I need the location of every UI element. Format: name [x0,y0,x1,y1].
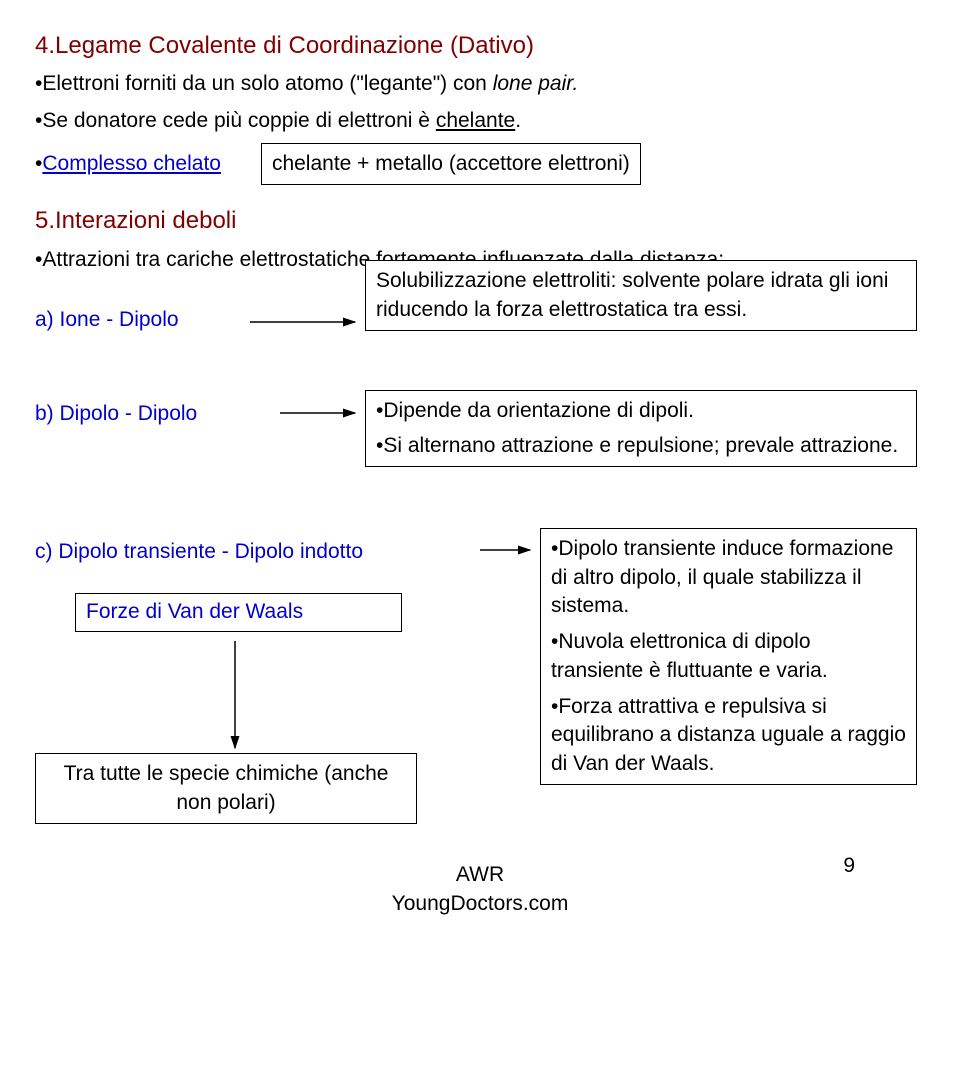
species-box: Tra tutte le specie chimiche (anche non … [35,753,417,824]
page-container: 4.Legame Covalente di Coordinazione (Dat… [35,30,925,908]
s5-b-box-l1: Dipende da orientazione di dipoli. [383,399,694,422]
s4-box1: chelante + metallo (accettore elettroni) [261,143,641,185]
s4-complesso: Complesso chelato [42,152,221,175]
s4b2-text: Se donatore cede più coppie di elettroni… [42,109,435,132]
section5-title: 5.Interazioni deboli [35,205,925,237]
s5-row-a: a) Ione - Dipolo Solubilizzazione elettr… [35,282,925,392]
section4-row3: •Complesso chelato chelante + metallo (a… [35,143,925,185]
s5-c-label: c) Dipolo transiente - Dipolo indotto [35,538,363,566]
page-number: 9 [843,852,855,880]
s5-a-label: a) Ione - Dipolo [35,282,265,334]
s4b2-chelante: chelante [436,109,515,132]
s5-b-box-l2: Si alternano attrazione e repulsione; pr… [383,434,898,457]
s5-b-label: b) Dipolo - Dipolo [35,400,265,428]
s5-a-box: Solubilizzazione elettroliti: solvente p… [365,260,917,331]
s5-row-b: b) Dipolo - Dipolo •Dipende da orientazi… [35,400,925,530]
vdw-box: Forze di Van der Waals [75,593,402,631]
section4-bullet1: •Elettroni forniti da un solo atomo ("le… [35,70,925,98]
s4b2-dot: . [515,109,521,132]
footer-l1: AWR [456,863,504,886]
arrow-vdw-icon [215,636,255,766]
s5-c-box-l1: Dipolo transiente induce formazione di a… [551,537,893,617]
s5-c-box: •Dipolo transiente induce formazione di … [540,528,917,785]
s4b1-italic: lone pair. [493,72,579,95]
s5-c-box-l3: Forza attrattiva e repulsiva si equilibr… [551,695,906,775]
s5-row-c: c) Dipolo transiente - Dipolo indotto Fo… [35,538,925,908]
footer-l2: YoungDoctors.com [392,892,569,915]
section4-title: 4.Legame Covalente di Coordinazione (Dat… [35,30,925,62]
s5-b-box: •Dipende da orientazione di dipoli. •Si … [365,390,917,467]
s5-c-box-l2: Nuvola elettronica di dipolo transiente … [551,630,828,681]
s4b1-text: Elettroni forniti da un solo atomo ("leg… [42,72,492,95]
section4-bullet2: •Se donatore cede più coppie di elettron… [35,107,925,135]
footer: AWR YoungDoctors.com [35,861,925,918]
